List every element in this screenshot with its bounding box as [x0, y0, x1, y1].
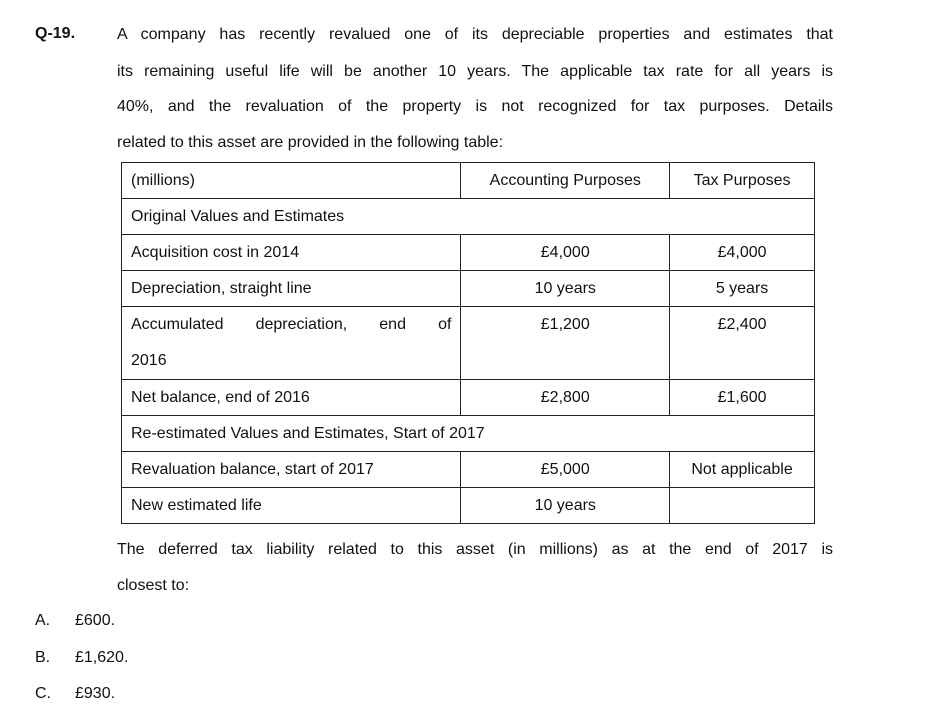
accounting-value: £5,000 [460, 451, 671, 488]
row-label: New estimated life [120, 487, 462, 524]
section-heading: Original Values and Estimates [121, 198, 815, 235]
row-label-line: Accumulated depreciation, end of [131, 316, 452, 333]
row-label: Net balance, end of 2016 [120, 379, 462, 416]
accounting-value: 10 years [460, 487, 671, 524]
prompt-text-line: The deferred tax liability related to th… [117, 541, 833, 558]
section-row: Re-estimated Values and Estimates, Start… [121, 415, 815, 452]
table-row: Depreciation, straight line 10 years 5 y… [120, 270, 815, 307]
row-label-line: 2016 [131, 352, 167, 369]
option-letter: B. [35, 649, 51, 666]
table-header-row: (millions) Accounting Purposes Tax Purpo… [120, 162, 815, 199]
table-row: Acquisition cost in 2014 £4,000 £4,000 [120, 234, 815, 271]
accounting-value: £4,000 [460, 234, 671, 271]
question-text-line: its remaining useful life will be anothe… [117, 63, 833, 80]
table-row: Net balance, end of 2016 £2,800 £1,600 [120, 379, 815, 416]
option-letter: A. [35, 612, 51, 629]
question-text-line: related to this asset are provided in th… [117, 134, 504, 151]
accounting-value: 10 years [460, 270, 671, 307]
tax-value: £4,000 [669, 234, 815, 271]
option-text: £930. [75, 685, 116, 702]
prompt-text-line: closest to: [117, 577, 190, 594]
header-cell: (millions) [120, 162, 462, 199]
section-row: Original Values and Estimates [121, 198, 815, 235]
tax-value: £1,600 [669, 379, 815, 416]
tax-value: 5 years [669, 270, 815, 307]
accounting-value: £1,200 [460, 306, 671, 380]
option-letter: C. [35, 685, 51, 702]
question-text-line: 40%, and the revaluation of the property… [117, 98, 833, 115]
tax-value: £2,400 [669, 306, 815, 380]
answer-option-c[interactable]: C. £930. [35, 685, 115, 703]
answer-option-a[interactable]: A. £600. [35, 612, 115, 630]
option-text: £600. [75, 612, 116, 629]
row-label: Revaluation balance, start of 2017 [120, 451, 462, 488]
row-label: Accumulated depreciation, end of 2016 [120, 306, 462, 380]
question-text-line: A company has recently revalued one of i… [117, 26, 833, 43]
option-text: £1,620. [75, 649, 129, 666]
accounting-value: £2,800 [460, 379, 671, 416]
row-label: Acquisition cost in 2014 [120, 234, 462, 271]
table-row: New estimated life 10 years [120, 487, 815, 524]
section-heading: Re-estimated Values and Estimates, Start… [121, 415, 815, 452]
table-row: Accumulated depreciation, end of 2016 £1… [120, 306, 815, 380]
row-label: Depreciation, straight line [120, 270, 462, 307]
tax-value [669, 487, 815, 524]
tax-value: Not applicable [669, 451, 815, 488]
header-cell: Accounting Purposes [460, 162, 671, 199]
answer-option-b[interactable]: B. £1,620. [35, 649, 128, 667]
question-number: Q-19. [35, 25, 76, 42]
asset-details-table: (millions) Accounting Purposes Tax Purpo… [120, 162, 815, 524]
header-cell: Tax Purposes [669, 162, 815, 199]
table-row: Revaluation balance, start of 2017 £5,00… [120, 451, 815, 488]
